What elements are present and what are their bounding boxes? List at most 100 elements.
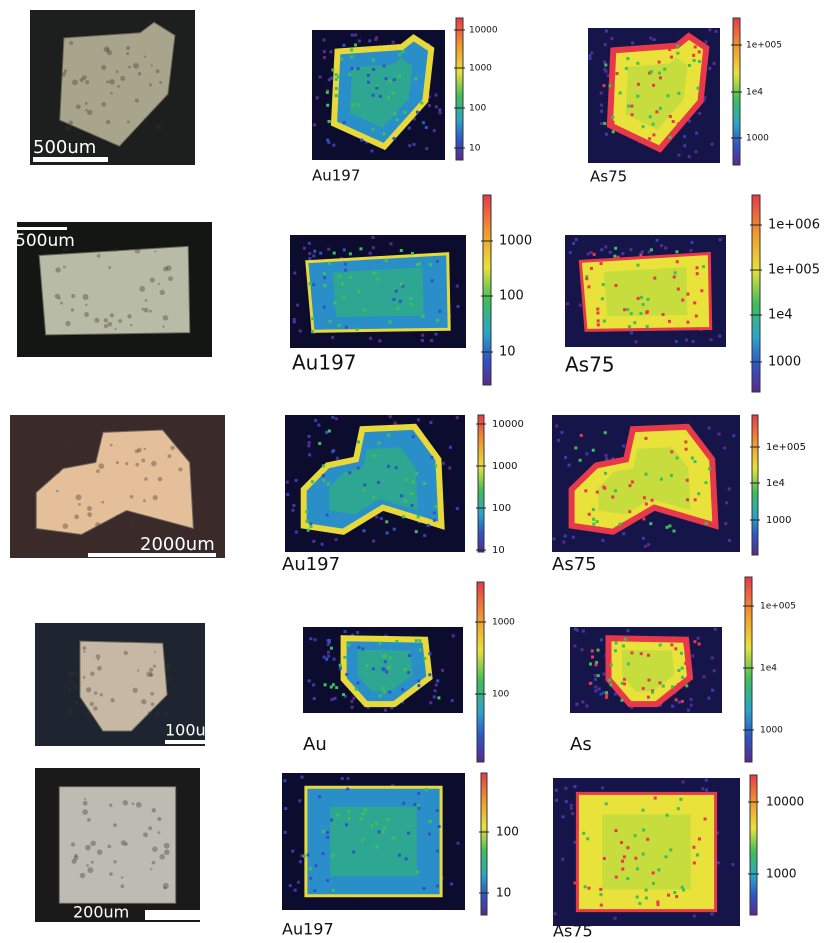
map-speckle (698, 643, 701, 646)
map-speckle (332, 449, 335, 452)
map-noise (711, 143, 714, 146)
map-noise (299, 860, 302, 863)
map-speckle (431, 279, 434, 282)
map-noise (600, 91, 603, 94)
map-speckle (600, 262, 603, 265)
map-speckle (637, 297, 640, 300)
map-speckle (651, 691, 654, 694)
map-noise (307, 444, 310, 447)
map-noise (456, 285, 459, 288)
grain-texture (114, 248, 117, 251)
map-speckle (620, 699, 623, 702)
scale-label: 500um (33, 137, 96, 158)
map-speckle (674, 647, 677, 650)
grain-texture (152, 846, 157, 851)
map-speckle (665, 855, 668, 858)
grain-texture (62, 72, 66, 76)
grain-texture (149, 83, 152, 86)
grain-texture (71, 842, 75, 846)
map-noise (300, 854, 303, 857)
map-speckle (335, 94, 338, 97)
map-speckle (597, 649, 600, 652)
map-speckle (685, 448, 688, 451)
grain-texture (150, 277, 155, 282)
grain-texture (90, 840, 96, 846)
map-speckle (341, 282, 344, 285)
map-speckle (640, 652, 643, 655)
map-speckle (409, 297, 412, 300)
map-noise (568, 464, 571, 467)
grain-texture (135, 248, 141, 254)
map-speckle (350, 55, 353, 58)
map-speckle (636, 264, 639, 267)
map-speckle (428, 673, 431, 676)
map-speckle (319, 252, 322, 255)
map-noise (314, 638, 317, 641)
map-speckle (326, 91, 329, 94)
map-noise (350, 700, 353, 703)
map-noise (678, 701, 681, 704)
map-speckle (396, 307, 399, 310)
map-speckle (596, 311, 599, 314)
map-speckle (681, 299, 684, 302)
map-speckle (362, 812, 365, 815)
colorbar-tick-label: 1e4 (746, 88, 763, 98)
map-speckle (642, 303, 645, 306)
map-noise (711, 656, 714, 659)
grain-texture (178, 467, 182, 471)
grain-texture (138, 72, 141, 75)
map-speckle (314, 864, 317, 867)
grain-texture (110, 444, 113, 447)
map-speckle (600, 904, 603, 907)
map-speckle (401, 688, 404, 691)
grain-texture (51, 468, 56, 473)
map-speckle (584, 885, 587, 888)
map-speckle (387, 434, 390, 437)
map-speckle (677, 122, 680, 125)
map-noise (601, 786, 604, 789)
map-speckle (351, 103, 354, 106)
map-speckle (686, 498, 689, 501)
map-speckle (365, 664, 368, 667)
map-noise (371, 236, 374, 239)
map-noise (707, 697, 710, 700)
grain-texture (163, 886, 166, 889)
map-noise (284, 807, 287, 810)
map-label: As75 (552, 554, 597, 575)
map-noise (331, 336, 334, 339)
map-speckle (405, 857, 408, 860)
map-noise (317, 424, 320, 427)
map-speckle (357, 467, 360, 470)
map-speckle (626, 57, 629, 60)
map-speckle (416, 111, 419, 114)
grain-texture (156, 711, 160, 715)
grain-texture (153, 495, 158, 500)
map-noise (600, 104, 603, 107)
map-speckle (343, 248, 346, 251)
map-speckle (631, 113, 634, 116)
grain-texture (148, 711, 150, 713)
map-noise (369, 337, 372, 340)
map-speckle (428, 652, 431, 655)
grain-texture (133, 63, 139, 69)
map-noise (664, 246, 667, 249)
colorbar-tick-label: 1e+005 (760, 602, 796, 612)
map-speckle (387, 96, 390, 99)
map-noise (601, 539, 604, 542)
map-noise (368, 39, 371, 42)
map-noise (323, 38, 326, 41)
map-label: Au (303, 734, 327, 755)
map-speckle (596, 308, 599, 311)
grain-texture (85, 102, 88, 105)
map-speckle (357, 440, 360, 443)
grain-texture (70, 679, 73, 682)
map-noise (319, 76, 322, 79)
map-speckle (417, 684, 420, 687)
map-noise (682, 780, 685, 783)
map-speckle (603, 857, 606, 860)
map-label: As75 (553, 922, 593, 941)
map-speckle (437, 696, 440, 699)
map-noise (692, 340, 695, 343)
map-noise (599, 692, 602, 695)
grain-texture (156, 124, 161, 129)
